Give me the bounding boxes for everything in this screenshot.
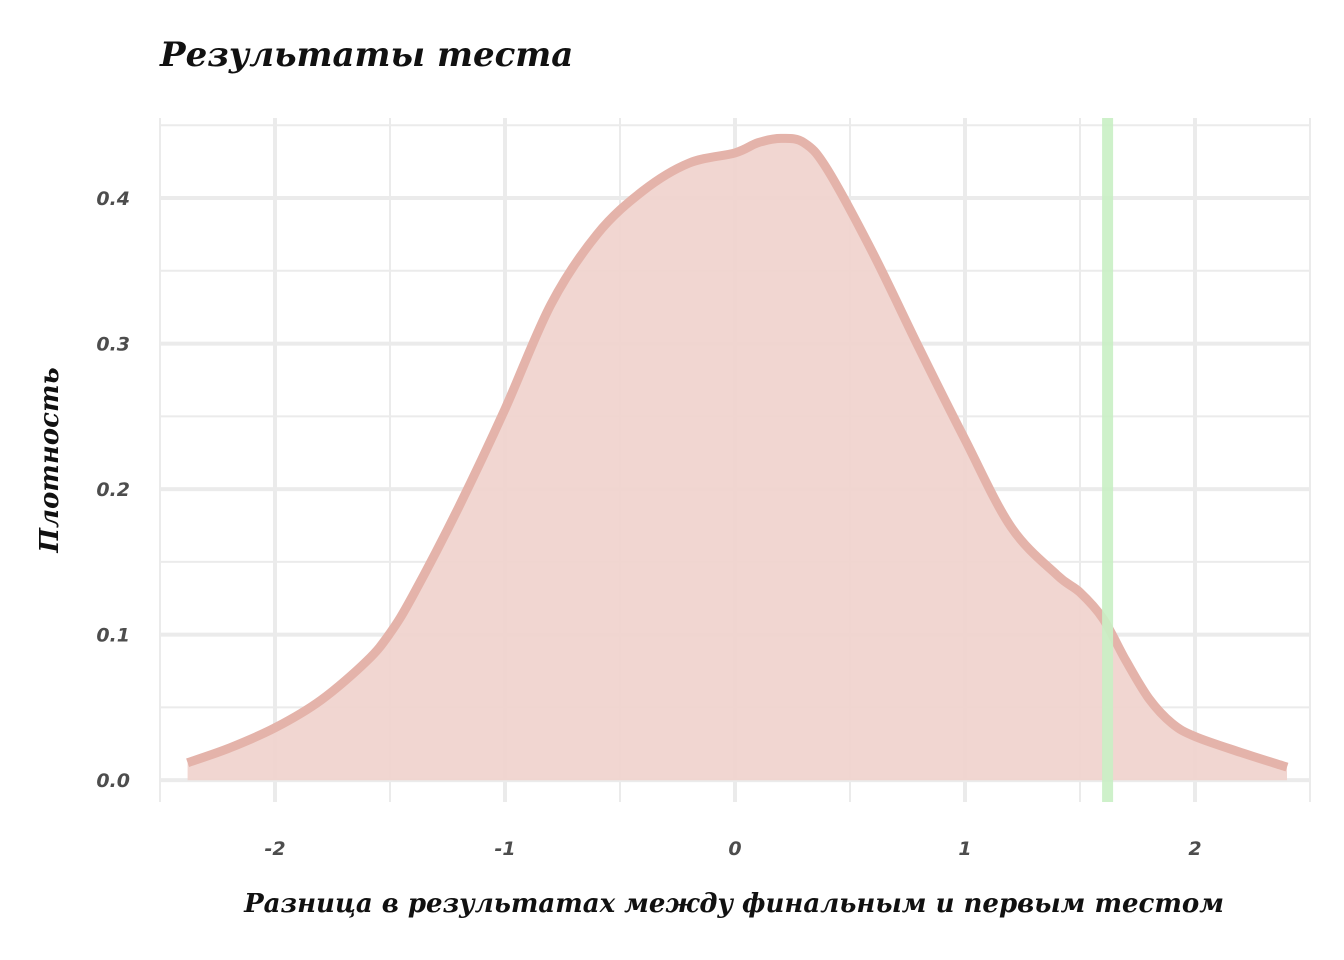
y-tick-label: 0.0	[96, 770, 130, 792]
y-tick-label: 0.2	[96, 479, 130, 501]
x-tick-label: -1	[494, 838, 515, 860]
density-series	[186, 133, 1289, 781]
density-area-fill	[187, 138, 1288, 781]
x-tick-label: 1	[958, 838, 971, 860]
y-axis-ticks: 0.0 0.1 0.2 0.3 0.4	[96, 188, 130, 792]
y-tick-label: 0.3	[96, 334, 130, 356]
x-tick-label: 2	[1188, 838, 1201, 860]
x-tick-label: 0	[728, 838, 741, 860]
y-axis-title: Плотность	[35, 367, 65, 553]
chart-title: Результаты теста	[159, 35, 573, 75]
x-axis-title: Разница в результатах между финальным и …	[243, 889, 1224, 919]
density-curve-line	[186, 133, 1289, 772]
y-tick-label: 0.1	[96, 625, 130, 647]
x-axis-ticks: -2 -1 0 1 2	[264, 838, 1201, 860]
x-tick-label: -2	[264, 838, 285, 860]
y-tick-label: 0.4	[96, 188, 130, 210]
